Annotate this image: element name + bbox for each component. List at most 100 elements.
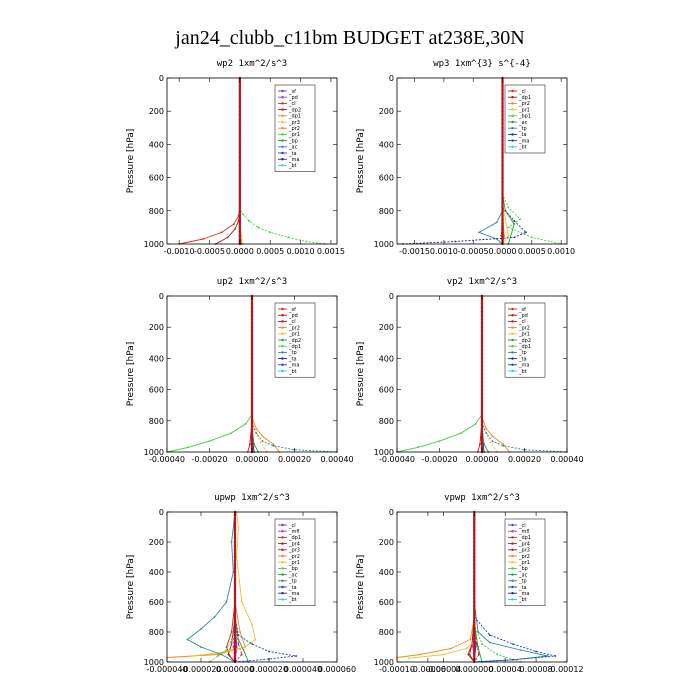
series-point (225, 601, 228, 603)
x-tick-label: -0.00004 (425, 665, 461, 674)
zero-profile-marker (473, 563, 476, 566)
zero-profile-marker (238, 93, 242, 96)
legend-marker (511, 554, 514, 558)
legend-marker (511, 332, 514, 335)
zero-profile-marker (473, 612, 476, 615)
legend-marker (511, 561, 514, 564)
zero-profile-marker (250, 318, 254, 321)
x-tick-label: 0.00004 (489, 665, 522, 674)
legend-marker (511, 567, 514, 570)
zero-profile-marker (501, 222, 504, 225)
zero-profile-marker (480, 380, 484, 383)
zero-profile-marker (501, 201, 504, 204)
plot-frame (166, 77, 338, 245)
legend-entry: _pd (288, 95, 298, 101)
x-tick-label: 0.00040 (320, 455, 353, 464)
zero-profile-marker (238, 230, 242, 233)
zero-profile-marker (238, 155, 242, 159)
series-point (471, 646, 474, 648)
series-point (187, 446, 190, 449)
zero-profile-marker (501, 188, 504, 192)
legend-marker (281, 579, 284, 582)
zero-profile-marker (250, 404, 254, 407)
zero-profile-marker (480, 322, 484, 325)
series-point (519, 218, 521, 221)
legend-marker (511, 351, 514, 354)
x-tick-label: 0.0005 (256, 247, 284, 256)
series-point (242, 649, 245, 651)
zero-profile-marker (238, 180, 242, 183)
zero-profile-marker (250, 349, 254, 352)
zero-profile-marker (233, 604, 237, 607)
zero-profile-marker (501, 151, 504, 154)
legend-entry: _dp1 (288, 344, 301, 350)
series-point (255, 427, 258, 430)
series-point (244, 423, 247, 425)
legend-marker (281, 585, 284, 589)
x-tick-label: 0.000020 (250, 665, 288, 674)
series-point (546, 655, 549, 657)
zero-profile-marker (480, 372, 484, 376)
zero-profile-marker (501, 93, 504, 96)
x-tick-label: 0.00000 (235, 455, 268, 464)
series-point (468, 653, 471, 656)
legend-marker (281, 369, 284, 373)
series-point (208, 440, 211, 442)
panel-title: vp2 1xm^2/s^3 (447, 277, 517, 287)
legend-marker (281, 96, 284, 99)
legend-entry: _mfl (288, 529, 300, 535)
x-tick-label: -0.000040 (146, 665, 187, 674)
series-point (225, 646, 228, 648)
zero-profile-marker (238, 209, 242, 212)
zero-profile-marker (238, 226, 242, 229)
zero-profile-marker (250, 365, 254, 368)
legend-entry: _pr3 (288, 120, 300, 126)
series-point (226, 236, 229, 239)
zero-profile-marker (250, 345, 254, 348)
zero-profile-marker (501, 213, 504, 217)
legend-marker (511, 96, 514, 99)
x-tick-label: 0.00000 (465, 455, 498, 464)
zero-profile-marker (501, 238, 504, 242)
zero-profile-marker (233, 537, 237, 540)
legend-entry: _sf (518, 307, 526, 313)
zero-profile-marker (473, 597, 476, 600)
legend-entry: _bp1 (518, 114, 531, 120)
y-tick-label: 800 (149, 207, 164, 216)
legend-marker (281, 530, 284, 533)
legend-marker (281, 320, 284, 323)
legend-marker (511, 133, 514, 136)
x-tick-label: 0.0000 (226, 247, 254, 256)
legend-entry: _bt (288, 597, 297, 603)
y-tick-label: 1000 (374, 240, 394, 249)
x-tick-label: -0.00020 (192, 455, 228, 464)
x-tick-label: -0.0010 (164, 247, 195, 256)
legend-entry: _bp (288, 138, 298, 144)
zero-profile-marker (250, 333, 254, 337)
x-tick-label: 0.000060 (318, 665, 356, 674)
series-point (261, 435, 264, 438)
zero-profile-marker (473, 653, 476, 656)
series-point (530, 236, 533, 239)
y-tick-label: 800 (149, 417, 164, 426)
y-axis-label: Pressure [hPa] (356, 342, 366, 407)
legend-entry: _cl (518, 319, 526, 325)
series-point (502, 444, 505, 447)
legend-entry: _ta (518, 356, 527, 362)
zero-profile-marker (233, 559, 237, 562)
y-tick-label: 1000 (144, 448, 164, 457)
series-point (467, 653, 469, 656)
zero-profile-marker (238, 139, 242, 142)
legend-marker (511, 357, 514, 360)
legend-entry: _tp (288, 579, 297, 585)
zero-profile-marker (238, 184, 242, 188)
legend-entry: _pr2 (518, 554, 530, 560)
zero-profile-marker (473, 623, 476, 626)
y-tick-label: 400 (379, 568, 394, 577)
zero-profile-marker (501, 110, 504, 113)
series-point (191, 655, 194, 657)
zero-profile-marker (233, 634, 237, 637)
legend-entry: _bt (288, 369, 297, 375)
series-point (507, 206, 510, 209)
x-tick-label: 0.0015 (317, 247, 345, 256)
